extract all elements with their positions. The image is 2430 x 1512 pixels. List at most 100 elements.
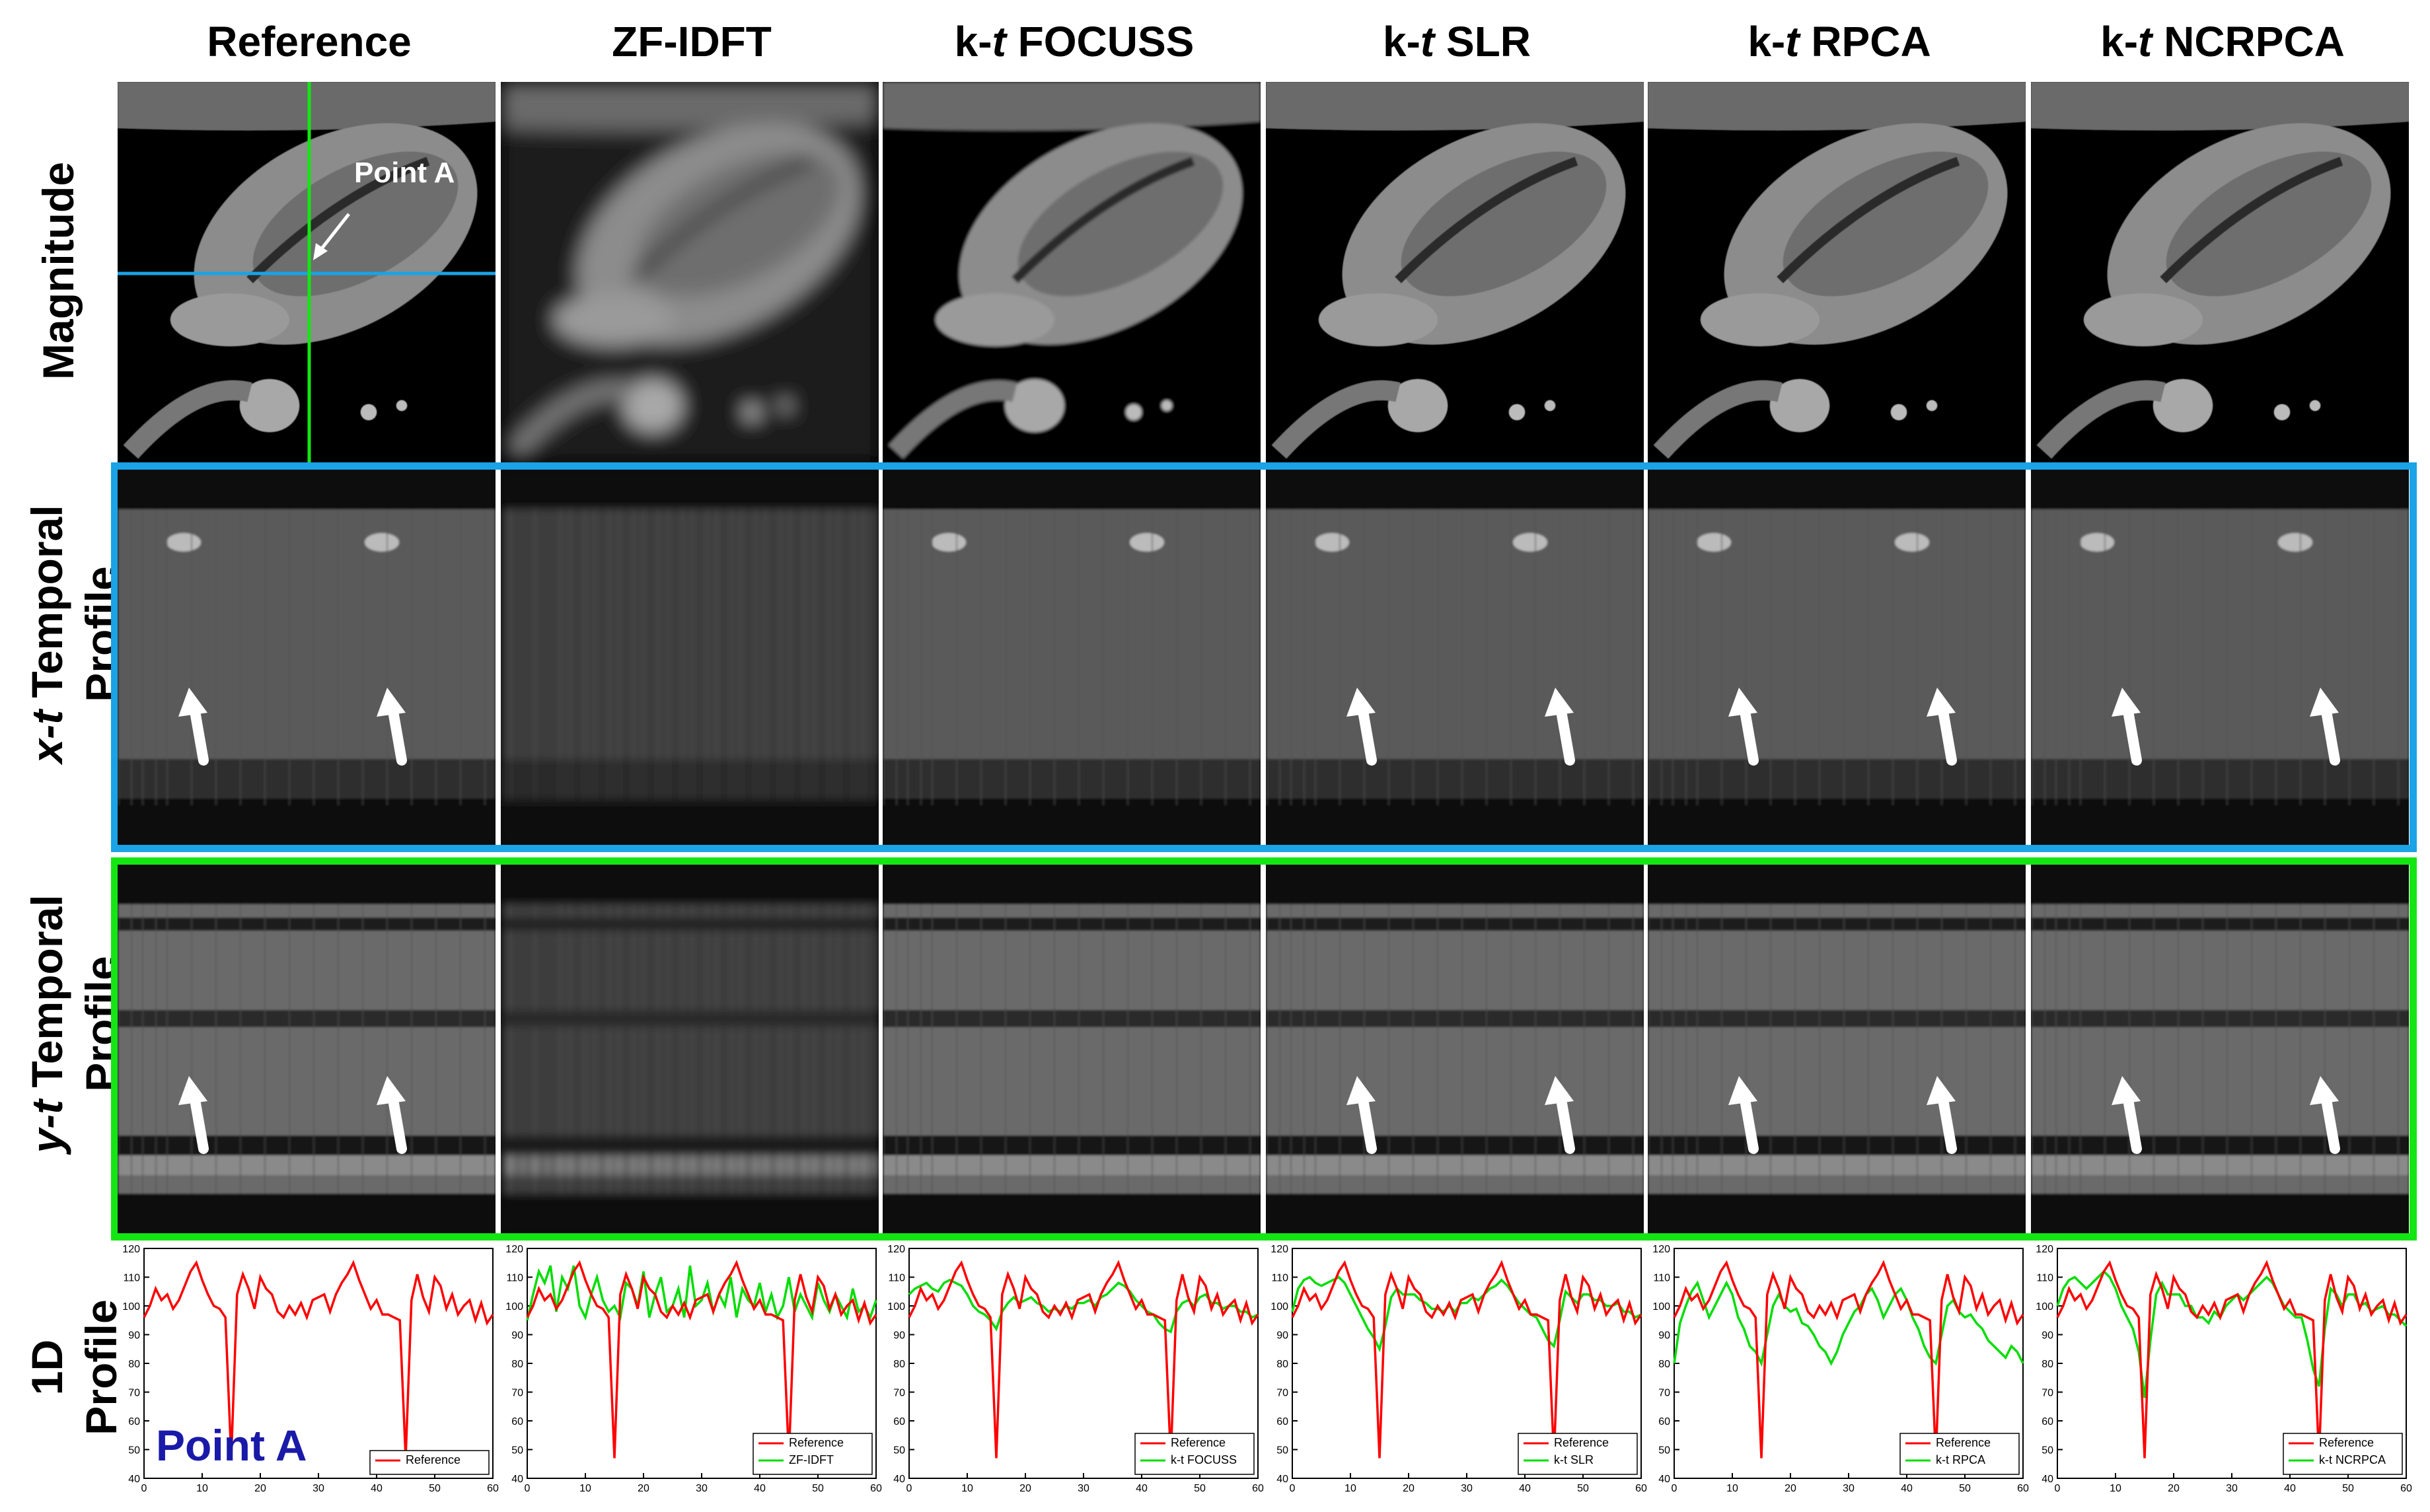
y-tick-label: 60 [1658, 1416, 1670, 1427]
yt-profile-zf-idft [501, 865, 879, 1233]
y-tick-label: 70 [2042, 1388, 2053, 1399]
profile-plot-zf-idft: 120 110 100 90 80 70 60 50 40 0 10 20 30 40 50 60 Refere… [505, 1244, 882, 1494]
method-series-line [908, 1278, 1259, 1334]
arrow-annotation [1346, 1076, 1575, 1154]
y-tick-label: 120 [2036, 1244, 2053, 1255]
x-tick-label: 50 [429, 1483, 441, 1494]
xt-profile-kt-slr [1266, 470, 1644, 845]
y-tick-label: 70 [1276, 1388, 1288, 1399]
x-tick-label: 0 [525, 1483, 531, 1494]
x-tick-label: 30 [1078, 1483, 1089, 1494]
x-tick-label: 10 [579, 1483, 591, 1494]
col-title-kt-rpca: k-t RPCA [1748, 18, 1931, 65]
col-title-reference: Reference [207, 18, 412, 65]
y-tick-label: 60 [893, 1416, 905, 1427]
x-tick-label: 60 [870, 1483, 882, 1494]
y-tick-label: 60 [2042, 1416, 2053, 1427]
x-tick-label: 60 [2017, 1483, 2029, 1494]
method-series-line [2056, 1270, 2408, 1398]
col-title-kt-slr: k-t SLR [1383, 18, 1531, 65]
x-tick-label: 30 [2226, 1483, 2238, 1494]
profile-plot-kt-slr: 120 110 100 90 80 70 60 50 40 0 10 20 30 40 50 60 Refere… [1270, 1244, 1647, 1494]
x-tick-label: 50 [1577, 1483, 1589, 1494]
x-tick-label: 40 [1901, 1483, 1913, 1494]
x-tick-label: 40 [1136, 1483, 1148, 1494]
magnitude-image-kt-ncrpca [2031, 82, 2409, 462]
x-tick-label: 60 [1252, 1483, 1264, 1494]
y-tick-label: 50 [511, 1445, 523, 1457]
x-tick-label: 0 [1672, 1483, 1677, 1494]
x-tick-label: 40 [2284, 1483, 2296, 1494]
plot-legend: Reference k-t FOCUSS [1134, 1433, 1255, 1475]
y-tick-label: 120 [887, 1244, 905, 1255]
legend-entry: k-t SLR [1554, 1453, 1594, 1466]
arrow-annotation [2112, 688, 2340, 766]
legend-entry: Reference [1171, 1436, 1226, 1449]
x-tick-label: 10 [196, 1483, 208, 1494]
row-label-magnitude: Magnitude [34, 162, 83, 380]
plot-legend: Reference [369, 1450, 490, 1475]
xt-profile-kt-ncrpca [2031, 470, 2409, 845]
yt-profile-frame [111, 857, 2417, 1241]
legend-entry: Reference [1936, 1436, 1991, 1449]
x-tick-label: 60 [487, 1483, 499, 1494]
xt-profile-kt-rpca [1648, 470, 2026, 845]
profile-plot-kt-rpca: 120 110 100 90 80 70 60 50 40 0 10 20 30 40 50 60 Refere… [1652, 1244, 2029, 1494]
y-tick-label: 40 [893, 1474, 905, 1485]
magnitude-image-reference: Point A [118, 82, 496, 462]
legend-entry: Reference [789, 1436, 844, 1449]
y-tick-label: 110 [123, 1273, 140, 1284]
x-tick-label: 10 [1726, 1483, 1738, 1494]
arrow-annotation [2112, 1076, 2340, 1154]
y-tick-label: 40 [128, 1474, 140, 1485]
reference-series-line [2056, 1260, 2408, 1458]
x-tick-label: 10 [2110, 1483, 2121, 1494]
col-title-zf-idft: ZF-IDFT [612, 18, 772, 65]
legend-entry: ZF-IDFT [789, 1453, 834, 1466]
profile-plot-kt-ncrpca: 120 110 100 90 80 70 60 50 40 0 10 20 30 40 50 60 Refere… [2036, 1244, 2412, 1494]
y-tick-label: 110 [888, 1273, 905, 1284]
y-tick-label: 50 [893, 1445, 905, 1457]
y-tick-label: 60 [128, 1416, 140, 1427]
y-tick-label: 70 [128, 1388, 140, 1399]
x-tick-label: 30 [1461, 1483, 1473, 1494]
y-tick-label: 90 [1276, 1330, 1288, 1342]
x-tick-label: 40 [371, 1483, 383, 1494]
y-tick-label: 110 [1653, 1273, 1670, 1284]
x-tick-label: 40 [1519, 1483, 1531, 1494]
y-tick-label: 50 [1658, 1445, 1670, 1457]
x-tick-label: 20 [1785, 1483, 1796, 1494]
legend-entry: k-t NCRPCA [2319, 1453, 2386, 1466]
x-tick-label: 20 [1019, 1483, 1031, 1494]
x-tick-label: 50 [1959, 1483, 1971, 1494]
plot-legend: Reference k-t RPCA [1899, 1433, 2020, 1475]
x-tick-label: 20 [1403, 1483, 1415, 1494]
yt-profile-kt-ncrpca [2031, 865, 2409, 1233]
y-tick-label: 80 [893, 1359, 905, 1370]
x-tick-label: 0 [1290, 1483, 1296, 1494]
y-tick-label: 40 [1276, 1474, 1288, 1485]
reference-series-line [1673, 1260, 2024, 1458]
magnitude-image-zf-idft [501, 82, 879, 462]
plot-legend: Reference k-t NCRPCA [2283, 1433, 2403, 1475]
y-tick-label: 50 [128, 1445, 140, 1457]
y-tick-label: 90 [2042, 1330, 2053, 1342]
y-tick-label: 100 [122, 1301, 140, 1313]
method-series-line [1291, 1276, 1642, 1353]
y-tick-label: 110 [506, 1273, 523, 1284]
x-tick-label: 20 [2168, 1483, 2180, 1494]
y-tick-label: 120 [505, 1244, 523, 1255]
x-tick-label: 40 [754, 1483, 766, 1494]
y-tick-label: 60 [1276, 1416, 1288, 1427]
crosshair-overlay: Point A [118, 82, 496, 462]
x-tick-label: 50 [812, 1483, 824, 1494]
col-title-kt-ncrpca: k-t NCRPCA [2100, 18, 2345, 65]
xt-profile-frame [111, 462, 2417, 852]
point-a-image-label: Point A [354, 157, 455, 189]
y-tick-label: 80 [511, 1359, 523, 1370]
y-tick-label: 60 [511, 1416, 523, 1427]
plot-legend: Reference ZF-IDFT [753, 1433, 873, 1475]
yt-profile-reference [118, 865, 496, 1233]
yt-profile-kt-slr [1266, 865, 1644, 1233]
y-tick-label: 70 [893, 1388, 905, 1399]
